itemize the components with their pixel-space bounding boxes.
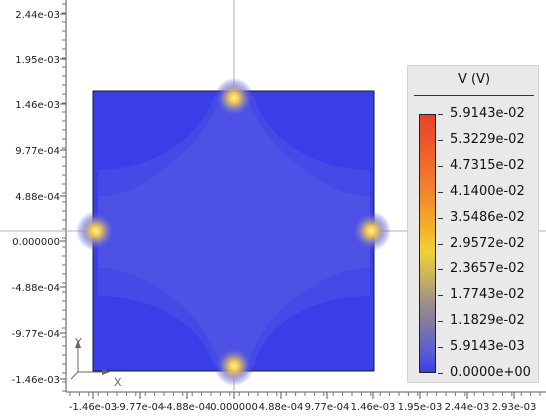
legend-tick-mark [438, 243, 443, 245]
triad-x-label: X [114, 376, 122, 389]
field-region-inner [98, 96, 370, 366]
y-tick-label: -1.46e-03 [12, 375, 60, 386]
y-tick-label: 1.95e-03 [15, 55, 60, 66]
legend-title: V (V) [457, 72, 491, 87]
legend-tick-mark [438, 321, 443, 323]
legend-tick-label: 4.7315e-02 [450, 157, 525, 173]
legend-tick-label: 2.3657e-02 [450, 261, 525, 277]
x-tick-label: 2.44e-03 [445, 402, 490, 413]
legend-tick-mark [438, 373, 443, 374]
x-tick-label: -4.88e-04 [163, 402, 211, 413]
y-tick-label: 2.44e-03 [15, 10, 60, 21]
field-plot [76, 78, 391, 386]
y-tick-label: 0.000000 [12, 237, 60, 248]
legend-tick-mark [438, 295, 443, 297]
legend-tick-label: 5.9143e-02 [450, 106, 525, 121]
hotspot-top [214, 78, 254, 118]
hotspot-left [76, 211, 116, 251]
legend-tick-mark [438, 269, 443, 271]
x-tick-label: 2.93e-03 [492, 402, 537, 413]
legend-tick-mark [438, 165, 443, 167]
y-tick-label: 4.88e-04 [15, 192, 60, 203]
legend-tick-mark [438, 114, 443, 115]
legend-tick-label: 4.1400e-02 [450, 183, 525, 199]
legend-tick-mark [438, 139, 443, 141]
axes-triad: Y X [70, 336, 122, 389]
y-tick-label: -9.77e-04 [12, 329, 60, 340]
hotspot-bottom [214, 346, 254, 386]
legend-tick-label: 5.3229e-02 [450, 131, 525, 147]
legend-tick-label: 2.9572e-02 [450, 235, 525, 251]
y-axis: 2.44e-03 1.95e-03 1.46e-03 9.77e-04 4.88e-04… [12, 0, 67, 392]
hotspot-right [351, 211, 391, 251]
y-tick-label: 9.77e-04 [15, 146, 60, 157]
legend-tick-mark [438, 217, 443, 219]
y-tick-label: -4.88e-04 [12, 283, 60, 294]
legend-tick-label: 1.1829e-02 [450, 313, 525, 329]
x-tick-label: 4.88e-04 [259, 402, 304, 413]
x-tick-label: -9.77e-04 [116, 402, 164, 413]
legend-tick-label: 0.0000e+00 [450, 365, 531, 380]
legend-tick-label: 5.9143e-03 [450, 339, 525, 355]
color-legend[interactable]: V (V) 5.9143e-02 5.3229e-02 4.7315e-02 4.14… [407, 65, 539, 383]
triad-y-label: Y [74, 336, 82, 349]
y-tick-label: 1.46e-03 [15, 100, 60, 111]
legend-title-rule [414, 95, 534, 96]
legend-tick-mark [438, 191, 443, 193]
legend-tick-label: 3.5486e-02 [450, 209, 525, 225]
x-tick-label: 0.000000 [210, 402, 258, 413]
colorbar [419, 114, 436, 373]
x-axis: -1.46e-03-9.77e-04-4.88e-040.000000 4.88e… [66, 391, 546, 413]
x-tick-label: -1.46e-03 [69, 402, 117, 413]
legend-tick-mark [438, 347, 443, 349]
x-tick-label: 1.46e-03 [351, 402, 396, 413]
x-tick-label: 9.77e-04 [305, 402, 350, 413]
x-tick-label: 1.95e-03 [398, 402, 443, 413]
legend-tick-label: 1.7743e-02 [450, 287, 525, 303]
